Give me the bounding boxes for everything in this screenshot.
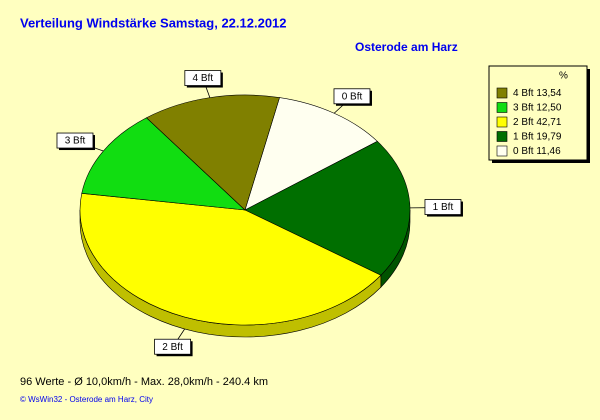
legend-value: 42,71 [536,117,561,128]
legend-label: 3 Bft 12,50 [513,102,562,113]
legend [488,65,588,161]
credit: © WsWin32 - Osterode am Harz, City [20,395,153,404]
legend-value: 11,46 [536,146,561,157]
label-box [333,88,371,105]
legend-value: 13,54 [536,88,561,99]
chart-subtitle: Osterode am Harz [355,40,458,54]
chart-title: Verteilung Windstärke Samstag, 22.12.201… [20,15,287,30]
legend-label: 2 Bft 42,71 [513,117,562,128]
legend-swatch [496,116,508,128]
footer: 96 Werte - Ø 10,0km/h - Max. 28,0km/h - … [20,376,268,388]
slice-label: 0 Bft [342,91,363,102]
legend-swatch [496,145,508,157]
legend-value: 19,79 [536,131,561,142]
legend-name: 2 Bft [513,117,534,128]
label-box [56,132,94,149]
legend-name: 3 Bft [513,102,534,113]
legend-swatch [496,87,508,99]
slice [81,117,246,211]
slice [79,193,382,326]
legend-swatch [496,131,508,142]
legend-name: 4 Bft [513,88,534,99]
slice-label: 3 Bft [65,136,86,147]
legend-title: % [559,71,568,82]
legend-label: 0 Bft 11,46 [513,146,561,157]
label-box [154,338,191,355]
label-box [184,70,222,86]
legend-label: 1 Bft 19,79 [513,131,562,142]
label-box [424,199,462,215]
slice-label: 2 Bft [162,342,183,353]
slice [244,97,378,211]
legend-name: 0 Bft [513,146,534,157]
slice-label: 4 Bft [193,73,214,84]
legend-swatch [496,102,508,113]
legend-label: 4 Bft 13,54 [513,88,562,99]
legend-value: 12,50 [536,102,561,113]
slice-label: 1 Bft [433,202,454,213]
legend-name: 1 Bft [513,131,534,142]
